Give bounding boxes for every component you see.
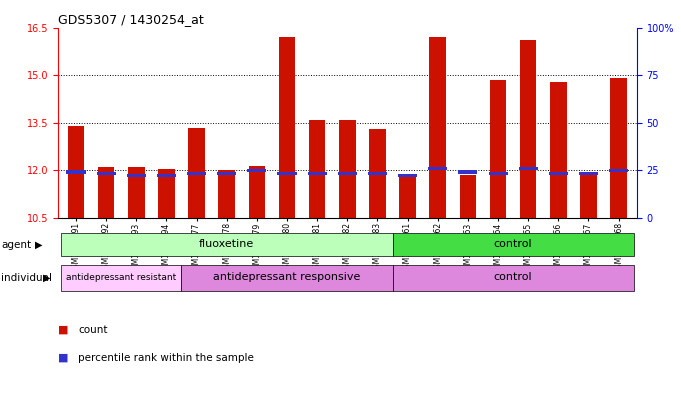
Bar — [369, 129, 385, 218]
Text: ▶: ▶ — [35, 240, 43, 250]
Bar — [187, 172, 206, 175]
Bar — [157, 174, 176, 177]
Bar — [579, 172, 598, 175]
Text: individual: individual — [1, 273, 52, 283]
Text: agent: agent — [1, 240, 31, 250]
Bar — [550, 81, 567, 218]
Text: count: count — [78, 325, 108, 335]
Text: percentile rank within the sample: percentile rank within the sample — [78, 353, 254, 363]
Bar — [219, 171, 235, 218]
Bar — [249, 166, 265, 218]
Bar — [519, 167, 538, 171]
Bar — [488, 172, 507, 175]
Bar — [308, 172, 327, 175]
Bar — [368, 172, 387, 175]
Bar — [279, 37, 296, 218]
Bar — [609, 169, 628, 172]
Text: antidepressant resistant: antidepressant resistant — [66, 273, 176, 282]
Bar — [61, 265, 182, 291]
Bar — [158, 169, 175, 218]
Bar — [338, 172, 357, 175]
Bar — [460, 175, 476, 218]
Bar — [392, 265, 634, 291]
Text: ■: ■ — [58, 325, 68, 335]
Bar — [490, 80, 507, 218]
Bar — [339, 119, 355, 218]
Bar — [549, 172, 568, 175]
Bar — [610, 78, 627, 218]
Bar — [182, 265, 392, 291]
Bar — [127, 174, 146, 177]
Bar — [61, 233, 392, 256]
Bar — [188, 128, 205, 218]
Text: control: control — [494, 239, 533, 249]
Bar — [580, 175, 597, 218]
Text: ■: ■ — [58, 353, 68, 363]
Bar — [392, 233, 634, 256]
Bar — [430, 37, 446, 218]
Bar — [277, 172, 296, 175]
Bar — [458, 171, 477, 174]
Bar — [98, 167, 114, 218]
Bar — [398, 174, 417, 177]
Bar — [247, 169, 266, 172]
Bar — [67, 171, 86, 174]
Bar — [67, 126, 84, 218]
Text: antidepressant responsive: antidepressant responsive — [213, 272, 361, 283]
Bar — [97, 172, 116, 175]
Bar — [520, 40, 537, 218]
Text: ▶: ▶ — [43, 273, 50, 283]
Text: control: control — [494, 272, 533, 283]
Bar — [399, 174, 416, 218]
Text: GDS5307 / 1430254_at: GDS5307 / 1430254_at — [58, 13, 204, 26]
Text: fluoxetine: fluoxetine — [199, 239, 254, 249]
Bar — [128, 167, 144, 218]
Bar — [217, 172, 236, 175]
Bar — [309, 119, 326, 218]
Bar — [428, 167, 447, 171]
